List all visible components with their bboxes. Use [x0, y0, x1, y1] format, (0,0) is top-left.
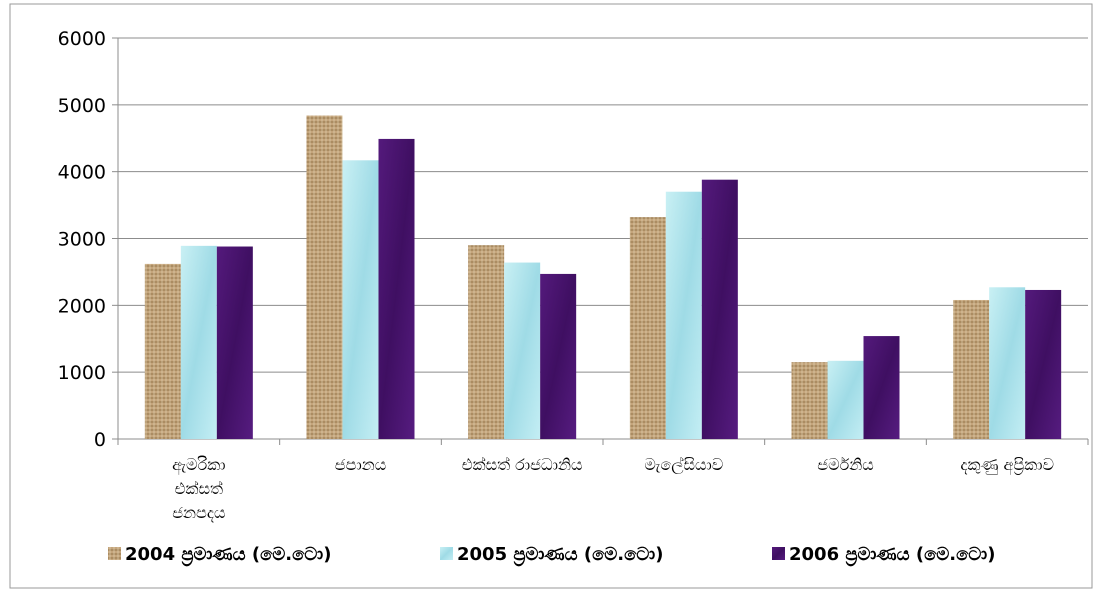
bars	[144, 115, 1062, 440]
legend-item: 2005 ප්‍රමාණය (මෙ.ටො)	[440, 544, 663, 566]
bar	[665, 191, 702, 439]
legend-swatch	[772, 547, 785, 560]
bar	[180, 245, 217, 439]
bar	[701, 179, 738, 440]
bar	[540, 273, 577, 439]
x-tick-label: දකුණු අප්‍රිකාව	[960, 455, 1054, 475]
bar	[504, 262, 541, 439]
bar	[216, 246, 253, 439]
bar	[629, 217, 666, 439]
y-tick-label: 0	[94, 429, 106, 451]
bar	[827, 360, 864, 439]
legend-swatch	[108, 547, 121, 560]
y-tick-label: 2000	[58, 295, 106, 317]
bar	[791, 362, 828, 439]
x-tick-label: ජර්මනිය	[817, 455, 874, 474]
x-tick-label: මැලේසියාව	[644, 455, 723, 475]
bar	[378, 138, 415, 439]
x-tick-label: ජපානය	[335, 455, 386, 474]
y-tick-label: 5000	[58, 95, 106, 117]
bar	[144, 263, 181, 439]
x-tick-label: එක්සත් රාජධානිය	[462, 455, 583, 474]
bar	[306, 115, 343, 439]
legend-label: 2005 ප්‍රමාණය (මෙ.ටො)	[457, 544, 663, 566]
y-axis: 0 1000 2000 3000 4000 5000 6000	[58, 28, 1089, 451]
y-tick-label: 4000	[58, 162, 106, 184]
y-tick-label: 3000	[58, 229, 106, 251]
x-tick-label: ඇමරිකා එක්සත් ජනපදය	[172, 455, 225, 522]
bar	[1025, 289, 1062, 439]
legend-label: 2006 ප්‍රමාණය (මෙ.ටො)	[789, 544, 995, 566]
legend-item: 2006 ප්‍රමාණය (මෙ.ටො)	[772, 544, 995, 566]
legend: 2004 ප්‍රමාණය (මෙ.ටො) 2005 ප්‍රමාණය (මෙ.ට…	[108, 544, 995, 566]
bar	[863, 336, 900, 439]
y-tick-label: 6000	[58, 28, 106, 50]
bar	[342, 160, 379, 439]
bar	[468, 245, 505, 439]
y-tick-label: 1000	[58, 362, 106, 384]
legend-item: 2004 ප්‍රමාණය (මෙ.ටො)	[108, 544, 331, 566]
x-axis-labels: ඇමරිකා එක්සත් ජනපදය ජපානය එක්සත් රාජධානිය මැල…	[172, 455, 1054, 522]
legend-swatch	[440, 547, 453, 560]
bar	[989, 287, 1026, 439]
gridlines	[118, 37, 1088, 373]
bar	[953, 299, 990, 439]
legend-label: 2004 ප්‍රමාණය (මෙ.ටො)	[125, 544, 331, 566]
